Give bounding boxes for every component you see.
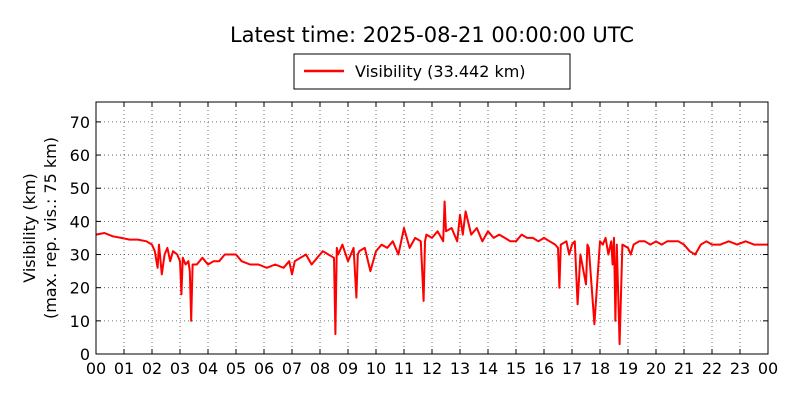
legend-label: Visibility (33.442 km)	[355, 62, 526, 81]
x-tick-label: 00	[758, 359, 778, 378]
visibility-series-line	[95, 200, 768, 346]
x-tick-label: 01	[114, 359, 134, 378]
x-tick-label: 07	[282, 359, 302, 378]
y-tick-label: 50	[70, 179, 90, 198]
x-tick-label: 00	[86, 359, 106, 378]
x-tick-label: 20	[646, 359, 666, 378]
x-tick-label: 04	[198, 359, 218, 378]
x-tick-label: 15	[506, 359, 526, 378]
x-tick-label: 14	[478, 359, 498, 378]
x-tick-label: 05	[226, 359, 246, 378]
x-tick-labels: 00 01 02 03 04 05 06 07 08 09 10 11 12 13 14 15 16 17 18 19…	[86, 359, 778, 378]
x-tick-label: 06	[254, 359, 274, 378]
y-tick-label: 70	[70, 113, 90, 132]
x-tick-label: 02	[142, 359, 162, 378]
chart-title: Latest time: 2025-08-21 00:00:00 UTC	[230, 23, 634, 47]
plot-frame	[95, 101, 769, 355]
y-tick-labels: 0 10 20 30 40 50 60 70	[70, 113, 90, 364]
x-tick-label: 10	[366, 359, 386, 378]
y-tick-label: 20	[70, 279, 90, 298]
y-tick-label: 10	[70, 312, 90, 331]
x-tick-label: 03	[170, 359, 190, 378]
x-tick-label: 21	[674, 359, 694, 378]
x-tick-label: 17	[562, 359, 582, 378]
y-tick-label: 0	[80, 345, 90, 364]
legend: Visibility (33.442 km)	[293, 53, 571, 90]
y-tick-label: 30	[70, 246, 90, 265]
x-tick-label: 09	[338, 359, 358, 378]
y-tick-label: 40	[70, 212, 90, 231]
x-tick-label: 12	[422, 359, 442, 378]
x-tick-label: 16	[534, 359, 554, 378]
x-tick-label: 18	[590, 359, 610, 378]
y-tick-label: 60	[70, 146, 90, 165]
x-tick-label: 11	[394, 359, 414, 378]
y-axis-label-line2: (max. rep. vis.: 75 km)	[41, 137, 60, 319]
grid	[96, 102, 768, 354]
axis-ticks	[95, 102, 769, 355]
x-tick-label: 22	[702, 359, 722, 378]
y-axis-label-line1: Visibility (km)	[20, 173, 39, 282]
x-tick-label: 23	[730, 359, 750, 378]
x-tick-label: 13	[450, 359, 470, 378]
x-tick-label: 08	[310, 359, 330, 378]
x-tick-label: 19	[618, 359, 638, 378]
